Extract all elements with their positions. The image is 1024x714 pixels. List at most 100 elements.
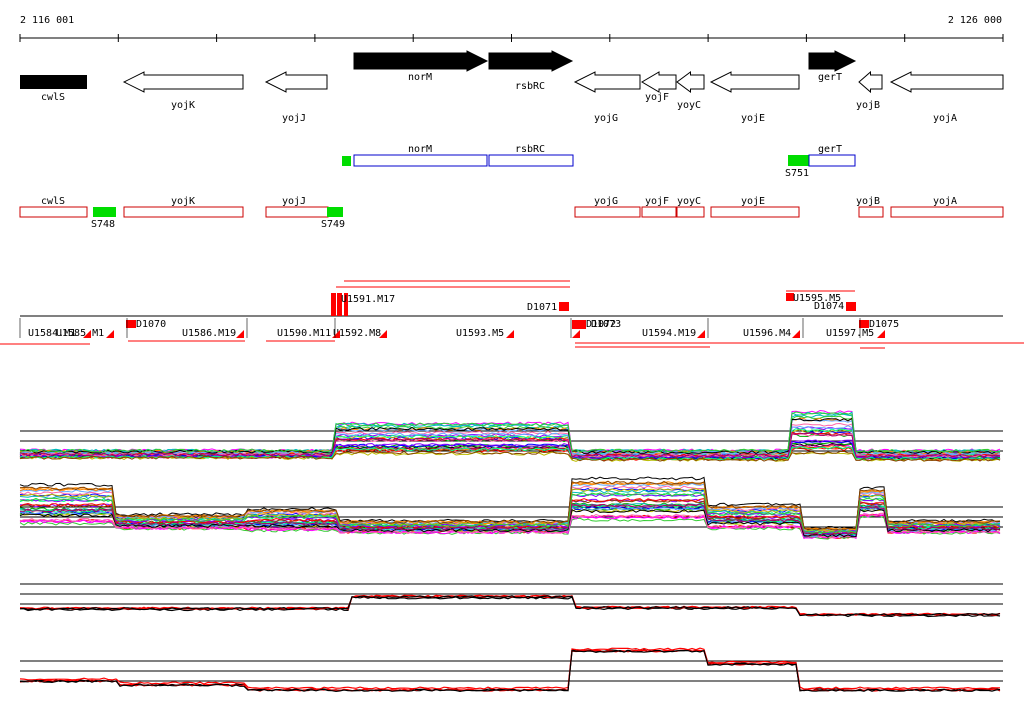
segment-label-U1585: U1585.M1 [56,328,104,339]
expression-traces-3 [19,594,1001,618]
gene-arrow-yojA[interactable] [889,71,1004,93]
fwd-box-rsbRC[interactable] [488,154,574,167]
expression-traces-2 [19,476,1001,540]
segment-marker-D1072[interactable] [572,320,586,329]
gene-arrow-norM[interactable] [353,50,489,72]
rev-box-yojE[interactable] [710,206,800,218]
segment-label-U1593: U1593.M5 [456,328,504,339]
segment-end-marker [506,330,514,338]
rev-box-yojB[interactable] [858,206,884,218]
gene-label-yojF: yojF [645,92,669,103]
site-marker-S749[interactable] [327,207,343,217]
segment-label-U1584: U1584.M1 [28,328,76,339]
reverse-strand-track: cwlS S748 yojK yojJ S749 yojG yojF yoyC … [19,196,1004,230]
segment-end-marker [379,330,387,338]
segment-end-marker [792,330,800,338]
expression-panel-2 [19,476,1003,540]
coordinate-ruler: 2 116 001 2 126 000 [19,15,1004,42]
gene-label-yojE: yojE [741,113,765,124]
fwd-label-rsbRC: rsbRC [515,144,545,155]
gene-arrow-yojB[interactable] [858,70,883,94]
forward-strand-track: norM rsbRC S751 gerT [342,144,856,179]
segment-label-U1590: U1590.M11 [277,328,331,339]
gene-label-yojG: yojG [594,113,618,124]
gene-arrow-yoyC[interactable] [676,71,705,93]
rev-box-yojJ[interactable] [265,206,329,218]
gene-arrow-yojF[interactable] [641,71,677,93]
segment-label-U1586: U1586.M19 [182,328,236,339]
site-marker-S748[interactable] [93,207,116,217]
site-label-S749: S749 [321,219,345,230]
gene-label-gerT: gerT [818,72,842,83]
site-marker-S751[interactable] [788,155,809,166]
expression-panel-1 [19,409,1003,462]
segment-label-U1597: U1597.M5 [826,328,874,339]
rev-label-yojA: yojA [933,196,957,207]
expression-trace [19,417,1001,455]
fwd-label-gerT: gerT [818,144,842,155]
rev-box-yojG[interactable] [574,206,641,218]
rev-box-yoyC[interactable] [676,206,705,218]
gene-label-yojA: yojA [933,113,957,124]
gene-label-yoyC: yoyC [677,100,701,111]
site-label-S748: S748 [91,219,115,230]
expression-trace [19,508,1001,538]
segment-end-marker [83,330,91,338]
segment-label-D1073: D1073 [591,319,621,330]
expression-traces-4 [19,647,1001,693]
segment-marker-U1595[interactable] [786,293,794,301]
segment-marker[interactable] [344,293,348,316]
rev-label-yojG: yojG [594,196,618,207]
segment-marker-D1070[interactable] [126,320,136,328]
expression-trace [19,476,1001,531]
rev-label-yojK: yojK [171,196,195,207]
segmentation-track: U1591.M17 D1071 U1595.M5 D1074 D1070 D10… [0,280,1024,349]
gene-label-yojB: yojB [856,100,880,111]
rev-label-yoyC: yoyC [677,196,701,207]
fwd-box-gerT[interactable] [808,154,856,167]
segment-label-U1594: U1594.M19 [642,328,696,339]
rev-label-yojF: yojF [645,196,669,207]
gene-arrow-yojJ[interactable] [264,71,328,93]
segment-label-D1071: D1071 [527,302,557,313]
rev-box-cwlS[interactable] [19,206,88,218]
gene-arrow-rsbRC[interactable] [488,50,574,72]
gene-label-rsbRC: rsbRC [515,81,545,92]
segment-marker[interactable] [337,293,342,316]
fwd-box-norM[interactable] [353,154,488,167]
rev-box-yojA[interactable] [890,206,1004,218]
rev-box-yojF[interactable] [641,206,677,218]
expression-trace [19,492,1001,534]
segment-marker-D1071[interactable] [559,302,569,311]
site-label-S751: S751 [785,168,809,179]
gene-arrow-gerT[interactable] [808,50,857,72]
gene-arrow-yojG[interactable] [573,71,641,93]
segment-marker[interactable] [331,293,336,316]
gene-arrow-cwlS[interactable] [20,75,87,89]
gene-label-cwlS: cwlS [41,92,65,103]
site-marker[interactable] [342,156,351,166]
gene-arrow-yojK[interactable] [122,71,244,93]
segment-end-marker [106,330,114,338]
fwd-label-norM: norM [408,144,432,155]
rev-label-cwlS: cwlS [41,196,65,207]
rev-label-yojB: yojB [856,196,880,207]
ruler-start-label: 2 116 001 [20,15,74,26]
rev-box-yojK[interactable] [123,206,244,218]
expression-panel-4 [19,647,1003,693]
expression-trace [19,415,1001,454]
expression-trace [19,647,1001,690]
segment-marker-D1075[interactable] [859,320,869,328]
expression-trace [19,649,1001,693]
segment-end-marker [236,330,244,338]
expression-trace [19,595,1001,617]
gene-arrow-yojE[interactable] [709,71,800,93]
gene-label-yojJ: yojJ [282,113,306,124]
segment-label-D1070: D1070 [136,319,166,330]
gene-arrow-track: cwlS yojK yojJ norM rsbRC yojG yojF yoyC yojE ger… [20,50,1004,124]
segment-end-marker [697,330,705,338]
segment-marker-D1074[interactable] [846,302,856,311]
rev-label-yojE: yojE [741,196,765,207]
segment-label-U1596: U1596.M4 [743,328,791,339]
segment-end-marker [332,330,340,338]
